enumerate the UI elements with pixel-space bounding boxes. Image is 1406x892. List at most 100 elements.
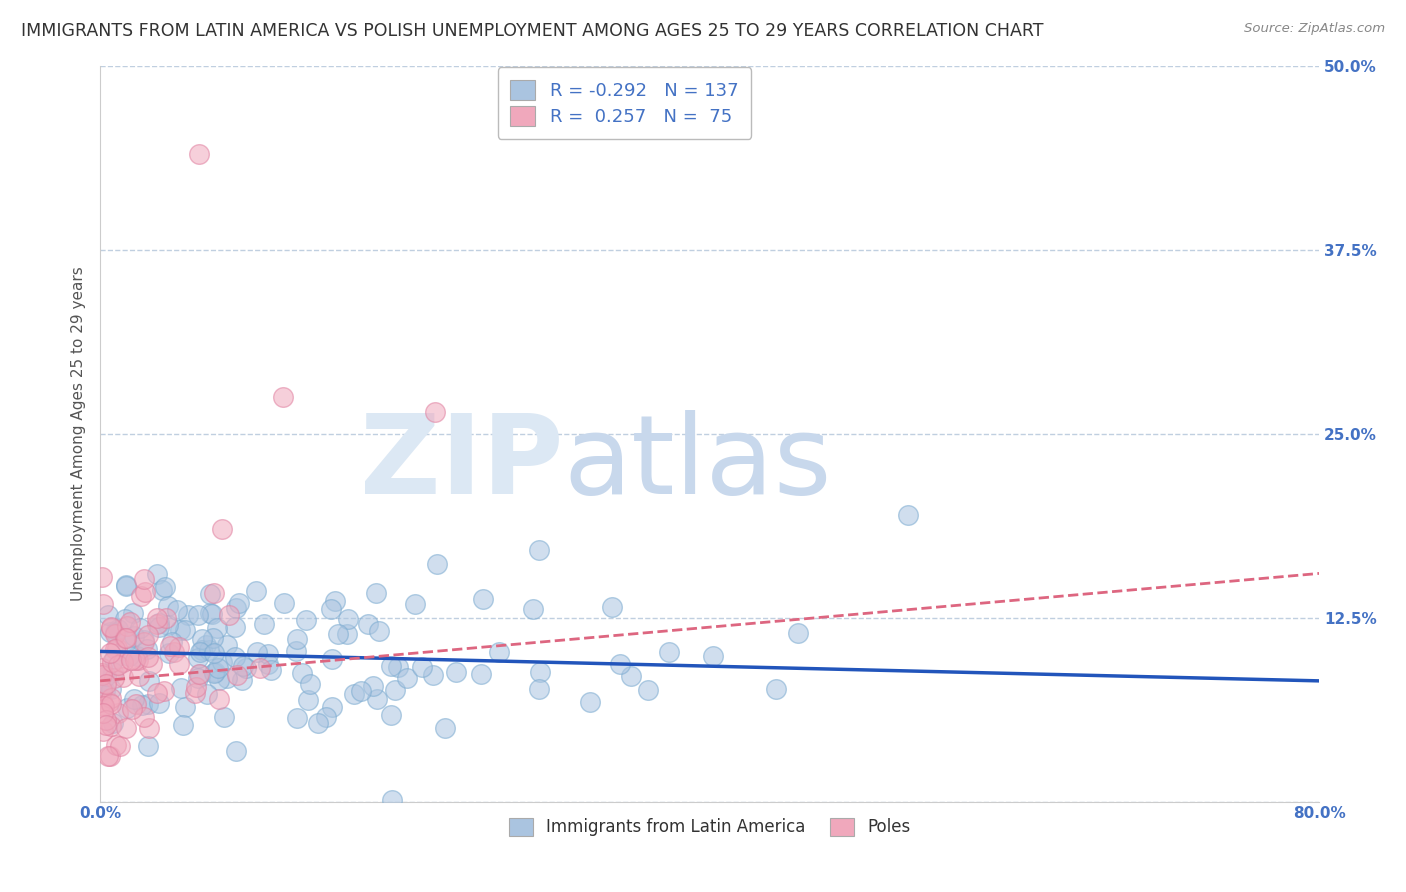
Point [169, 657, 191, 671]
Point [91, 724, 114, 739]
Point [145, 686, 167, 700]
Point [91, 665, 114, 680]
Point [321, 652, 343, 666]
Point [90, 661, 112, 675]
Point [384, 683, 406, 698]
Point [103, 672, 125, 686]
Point [194, 638, 217, 652]
Point [195, 686, 218, 700]
Point [114, 721, 136, 735]
Point [336, 627, 359, 641]
Point [235, 661, 257, 675]
Point [177, 608, 200, 623]
Point [228, 596, 250, 610]
Point [163, 645, 186, 659]
Point [212, 709, 235, 723]
Point [299, 677, 322, 691]
Point [115, 578, 138, 592]
Point [136, 739, 159, 754]
Point [148, 615, 170, 630]
Point [198, 606, 221, 620]
Y-axis label: Unemployment Among Ages 25 to 29 years: Unemployment Among Ages 25 to 29 years [72, 266, 86, 601]
Point [114, 632, 136, 646]
Point [96, 714, 118, 728]
Point [91, 597, 114, 611]
Point [120, 653, 142, 667]
Point [91, 698, 114, 713]
Point [205, 621, 228, 635]
Point [173, 623, 195, 637]
Point [260, 663, 283, 677]
Point [285, 643, 308, 657]
Point [232, 658, 254, 673]
Point [522, 602, 544, 616]
Point [146, 617, 169, 632]
Point [637, 682, 659, 697]
Point [328, 627, 350, 641]
Text: atlas: atlas [564, 409, 832, 516]
Point [103, 652, 125, 666]
Point [702, 648, 724, 663]
Text: IMMIGRANTS FROM LATIN AMERICA VS POLISH UNEMPLOYMENT AMONG AGES 25 TO 29 YEARS C: IMMIGRANTS FROM LATIN AMERICA VS POLISH … [21, 22, 1043, 40]
Point [202, 647, 225, 661]
Point [381, 793, 404, 807]
Point [364, 586, 387, 600]
Point [100, 697, 122, 711]
Point [127, 653, 149, 667]
Point [184, 686, 207, 700]
Point [380, 658, 402, 673]
Point [136, 698, 159, 712]
Point [128, 669, 150, 683]
Point [93, 699, 115, 714]
Point [129, 590, 152, 604]
Point [343, 687, 366, 701]
Point [897, 508, 920, 522]
Point [425, 404, 447, 418]
Point [170, 681, 193, 695]
Point [319, 602, 342, 616]
Point [297, 693, 319, 707]
Point [350, 684, 373, 698]
Point [107, 657, 129, 672]
Point [100, 690, 122, 705]
Point [131, 698, 153, 712]
Point [107, 622, 129, 636]
Point [104, 626, 127, 640]
Point [249, 661, 271, 675]
Point [122, 692, 145, 706]
Point [527, 682, 550, 697]
Point [426, 558, 449, 572]
Point [404, 597, 426, 611]
Point [94, 718, 117, 732]
Point [191, 642, 214, 657]
Point [135, 641, 157, 656]
Point [112, 655, 135, 669]
Point [100, 646, 122, 660]
Point [166, 603, 188, 617]
Point [224, 650, 246, 665]
Point [224, 620, 246, 634]
Point [104, 642, 127, 657]
Point [201, 607, 224, 621]
Point [184, 680, 207, 694]
Point [527, 543, 550, 558]
Point [285, 632, 308, 646]
Point [97, 749, 120, 764]
Point [207, 661, 229, 675]
Point [658, 645, 681, 659]
Point [225, 744, 247, 758]
Point [91, 706, 114, 721]
Point [90, 695, 112, 709]
Point [215, 638, 238, 652]
Point [100, 620, 122, 634]
Point [200, 586, 222, 600]
Point [188, 645, 211, 659]
Point [188, 147, 211, 161]
Point [141, 657, 163, 671]
Point [387, 660, 409, 674]
Point [291, 665, 314, 680]
Point [321, 699, 343, 714]
Point [609, 657, 631, 672]
Point [146, 611, 169, 625]
Point [529, 665, 551, 679]
